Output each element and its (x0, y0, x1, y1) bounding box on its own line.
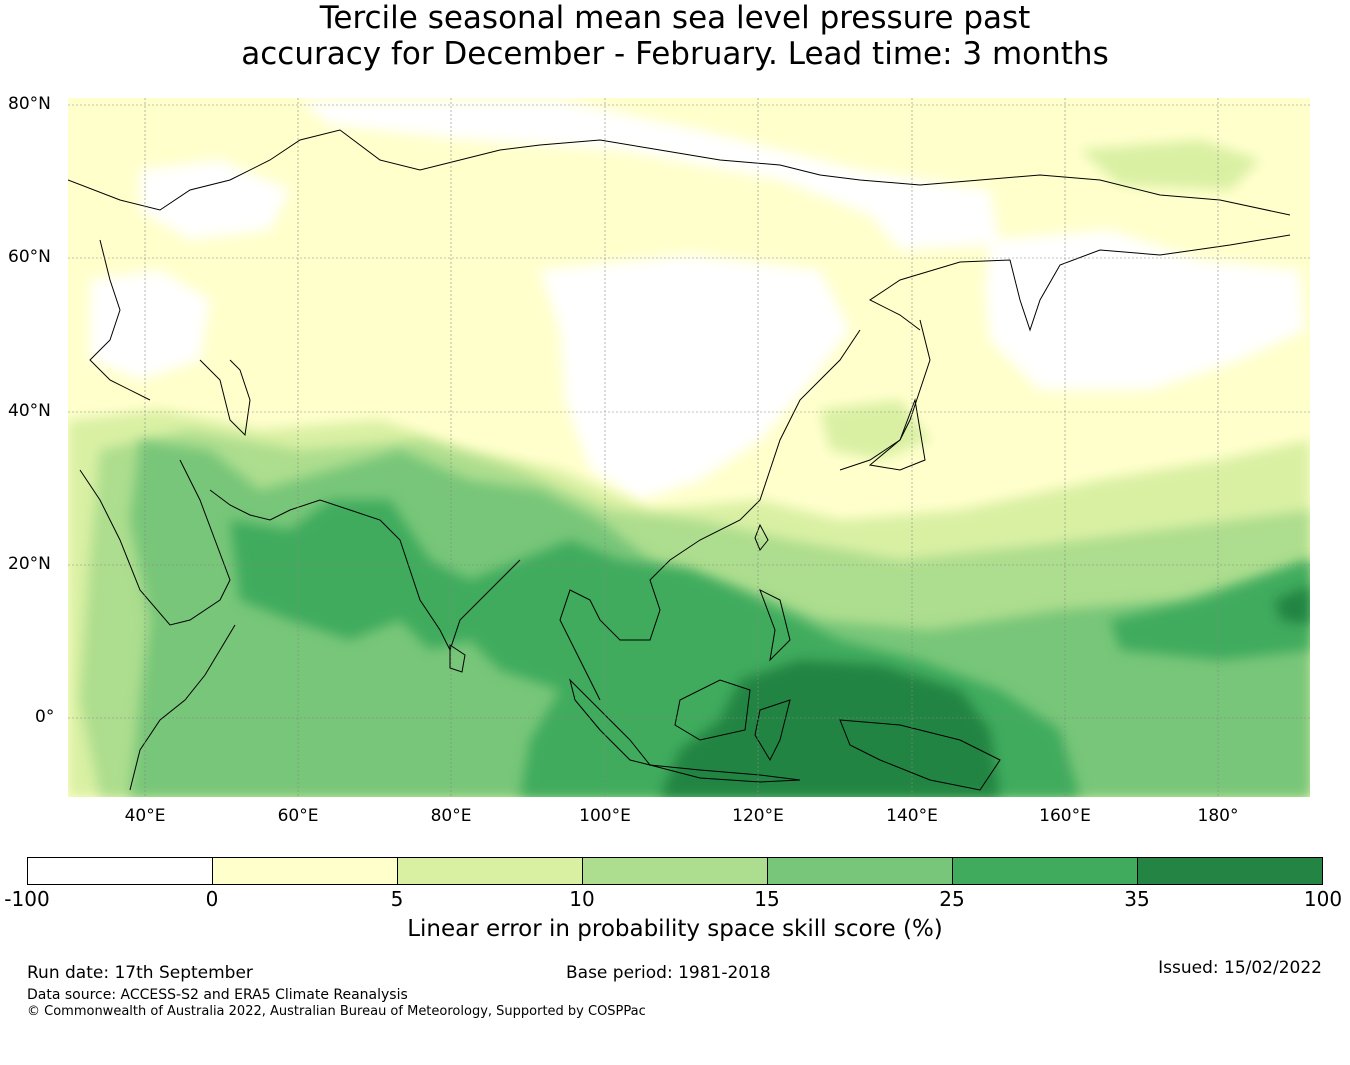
colorbar-tick: 10 (569, 887, 595, 911)
data-source: Data source: ACCESS-S2 and ERA5 Climate … (27, 987, 408, 1003)
lon-label-40e: 40°E (124, 806, 166, 826)
title-line-1: Tercile seasonal mean sea level pressure… (319, 0, 1031, 36)
issued-date: Issued: 15/02/2022 (1158, 958, 1322, 978)
lat-label-40n: 40°N (8, 401, 51, 421)
skill-region-35-100 (660, 585, 1310, 797)
coastlines (68, 129, 1291, 791)
title-line-2: accuracy for December - February. Lead t… (241, 36, 1109, 72)
colorbar-segment-neg100-0 (28, 858, 213, 884)
lon-label-180: 180° (1197, 806, 1239, 826)
base-period: Base period: 1981-2018 (566, 963, 771, 983)
lon-label-160e: 160°E (1039, 806, 1091, 826)
colorbar-tick: 0 (205, 887, 219, 911)
skill-score-map (68, 98, 1310, 797)
colorbar (27, 857, 1323, 885)
colorbar-tick: 15 (754, 887, 780, 911)
colorbar-tick: 100 (1303, 887, 1343, 911)
colorbar-segment-0-5 (213, 858, 398, 884)
colorbar-label: Linear error in probability space skill … (407, 916, 943, 942)
lat-label-20n: 20°N (8, 554, 51, 574)
colorbar-tick: 35 (1124, 887, 1150, 911)
colorbar-tick: 25 (939, 887, 965, 911)
graticule (68, 98, 1310, 797)
lon-label-100e: 100°E (579, 806, 631, 826)
colorbar-segment-10-15 (583, 858, 768, 884)
colorbar-segment-5-10 (398, 858, 583, 884)
colorbar-tick: 5 (390, 887, 404, 911)
lat-label-60n: 60°N (8, 247, 51, 267)
colorbar-segment-35-100 (1138, 858, 1322, 884)
copyright: © Commonwealth of Australia 2022, Austra… (27, 1004, 646, 1019)
chart-title: Tercile seasonal mean sea level pressure… (0, 0, 1350, 72)
colorbar-segment-15-25 (768, 858, 953, 884)
run-date: Run date: 17th September (27, 963, 253, 983)
lat-label-equator: 0° (35, 707, 55, 727)
lon-label-120e: 120°E (732, 806, 784, 826)
colorbar-tick: -100 (4, 887, 50, 911)
lon-label-140e: 140°E (886, 806, 938, 826)
lat-label-80n: 80°N (8, 94, 51, 114)
lon-label-80e: 80°E (430, 806, 472, 826)
colorbar-segment-25-35 (953, 858, 1138, 884)
lon-label-60e: 60°E (277, 806, 319, 826)
